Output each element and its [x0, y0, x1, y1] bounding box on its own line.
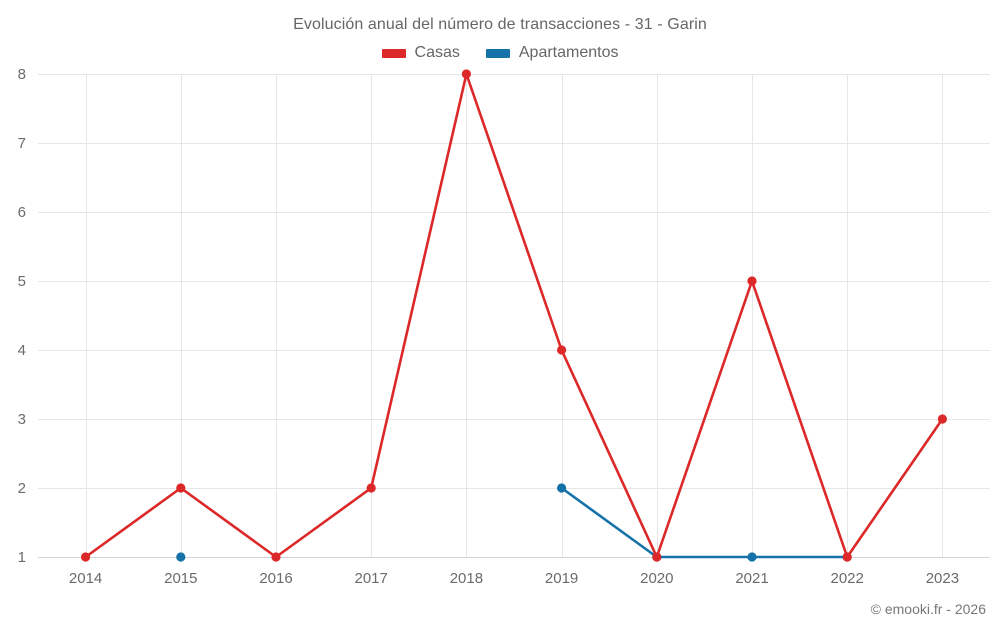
y-axis-tick-label: 8: [18, 66, 26, 83]
series-line: [84, 72, 944, 559]
data-point[interactable]: [81, 552, 91, 562]
x-axis-tick-label: 2015: [164, 570, 197, 587]
data-point[interactable]: [557, 345, 567, 355]
y-axis-tick-label: 7: [18, 135, 26, 152]
y-axis-tick-label: 2: [18, 480, 26, 497]
y-axis-tick-label: 5: [18, 273, 26, 290]
x-axis-tick-label: 2021: [735, 570, 768, 587]
legend-item-casas[interactable]: Casas: [381, 44, 460, 62]
series-apartamentos: [176, 483, 852, 562]
series-line: [560, 486, 849, 559]
x-axis-tick-label: 2018: [450, 570, 483, 587]
data-point[interactable]: [176, 552, 186, 562]
data-point[interactable]: [271, 552, 281, 562]
data-point[interactable]: [842, 552, 852, 562]
data-point[interactable]: [461, 69, 471, 79]
data-point[interactable]: [176, 483, 186, 493]
x-axis-tick-label: 2022: [831, 570, 864, 587]
legend-label-apartamentos: Apartamentos: [518, 44, 619, 61]
x-axis-tick-label: 2023: [926, 570, 959, 587]
legend-item-apartamentos[interactable]: Apartamentos: [485, 44, 619, 62]
legend-swatch-apartamentos: [485, 48, 510, 58]
data-point[interactable]: [747, 276, 757, 286]
chart-legend: Casas Apartamentos: [0, 44, 1000, 62]
x-axis-tick-label: 2020: [640, 570, 673, 587]
data-point[interactable]: [937, 414, 948, 424]
x-axis-tick-label: 2014: [69, 570, 102, 587]
copyright-credit: © emooki.fr - 2026: [870, 601, 986, 617]
y-axis-tick-label: 6: [18, 204, 26, 221]
y-axis-tick-label: 4: [18, 342, 26, 359]
x-axis-tick-label: 2019: [545, 570, 578, 587]
data-point[interactable]: [747, 552, 757, 562]
chart-title: Evolución anual del número de transaccio…: [293, 16, 707, 33]
data-point[interactable]: [366, 483, 376, 493]
x-axis-tick-label: 2017: [355, 570, 388, 587]
y-axis-tick-label: 1: [18, 549, 26, 566]
data-point[interactable]: [557, 483, 567, 493]
data-point[interactable]: [652, 552, 662, 562]
x-axis-tick-label: 2016: [259, 570, 292, 587]
legend-swatch-casas: [381, 48, 406, 58]
y-axis-tick-label: 3: [18, 411, 26, 428]
legend-label-casas: Casas: [414, 44, 460, 61]
series-casas: [81, 69, 948, 562]
